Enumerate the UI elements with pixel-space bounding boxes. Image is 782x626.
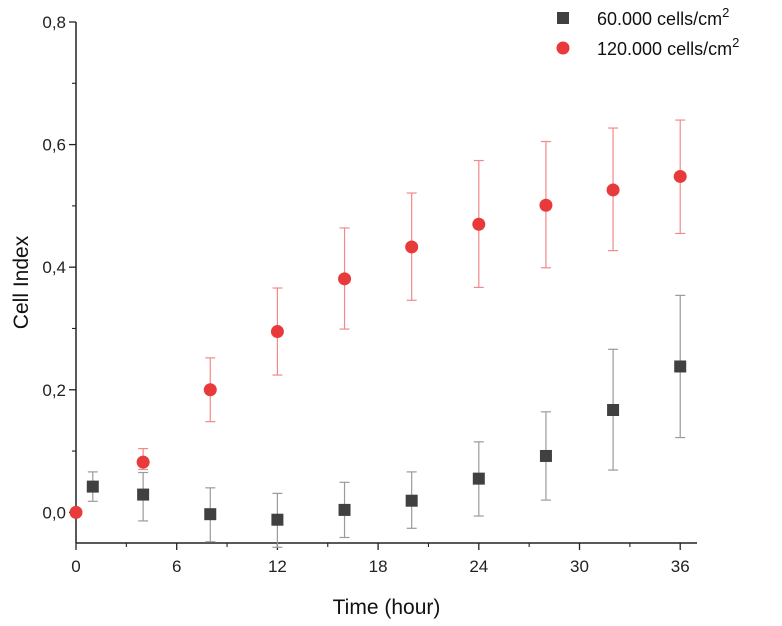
x-tick-label: 24 [469,557,488,576]
data-point-square [607,403,620,416]
data-point-square [674,360,687,373]
data-point-circle [338,272,352,286]
data-point-square [137,488,150,501]
legend-marker-circle [556,41,570,55]
y-tick-label: 0,0 [42,503,66,522]
y-tick-label: 0,8 [42,13,66,32]
legend: 60.000 cells/cm2 120.000 cells/cm2 [556,5,739,59]
data-point-circle [69,505,83,519]
x-tick-label: 6 [172,557,181,576]
data-point-circle [539,198,553,212]
legend-item-2: 120.000 cells/cm2 [556,35,739,59]
data-point-square [539,449,552,462]
y-tick-label: 0,6 [42,136,66,155]
x-axis-title: Time (hour) [333,596,441,619]
y-axis-title: Cell Index [10,235,33,329]
data-point-square [204,508,217,521]
legend-label: 60.000 cells/cm2 [597,5,729,29]
data-point-circle [673,169,687,183]
data-point-circle [203,383,217,397]
y-tick-label: 0,2 [42,381,66,400]
y-tick-label: 0,4 [42,258,66,277]
x-tick-label: 0 [71,557,80,576]
legend-marker-square [557,12,569,24]
data-point-circle [270,325,284,339]
tick-labels: 0 6 12 18 24 30 36 0,0 0,2 0,4 0,6 0,8 [42,13,689,576]
tick-marks [69,21,681,550]
data-point-square [405,494,418,507]
series-layer [69,119,687,548]
x-tick-label: 30 [570,557,589,576]
legend-item-1: 60.000 cells/cm2 [557,5,729,29]
data-point-square [86,480,99,493]
data-point-circle [136,455,150,469]
legend-label: 120.000 cells/cm2 [597,35,739,59]
x-tick-label: 36 [671,557,690,576]
data-point-circle [405,240,419,254]
data-point-square [472,472,485,485]
series-2 [69,119,687,519]
x-tick-label: 12 [268,557,287,576]
x-tick-label: 18 [369,557,388,576]
axes [75,22,697,544]
data-point-square [271,513,284,526]
data-point-circle [472,217,486,231]
data-point-circle [606,183,620,197]
data-point-square [338,503,351,516]
series-1 [86,294,687,548]
